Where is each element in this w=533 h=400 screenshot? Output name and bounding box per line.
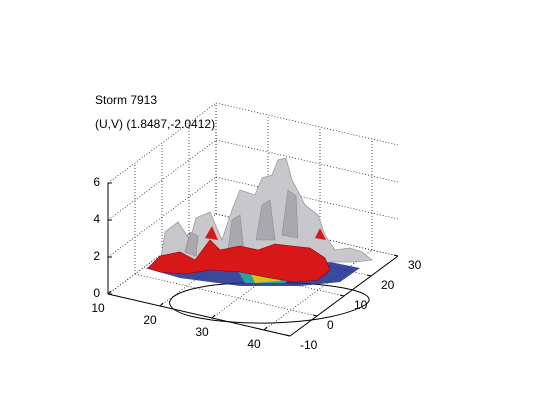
y-tick [366,274,372,277]
y-tick [285,334,291,337]
x-tick [211,314,216,319]
x-tick [159,302,164,307]
storm-isosurfaces [145,157,373,324]
y-tick-label: 20 [381,278,395,292]
z-tick-label: 4 [93,212,100,226]
x-tick-label: 30 [195,325,209,339]
y-tick [339,294,345,297]
z-tick-label: 0 [93,286,100,300]
track-ellipse [169,282,370,324]
y-tick [312,314,318,317]
grid-line [215,102,399,146]
ice-surface [184,189,299,257]
chart-subtitle: (U,V) (1.8487,-2.0412) [95,117,215,131]
x-tick [263,326,268,331]
y-tick-label: 30 [408,258,422,272]
x-tick-label: 40 [247,337,261,351]
core-surface [205,226,326,240]
grid-line [215,139,399,183]
chart-title: Storm 7913 [95,93,157,107]
core-surface [147,239,331,283]
x-axis [107,293,291,337]
y-tick-label: 0 [327,318,334,332]
y-tick-label: -10 [300,338,318,352]
y-tick-label: 10 [354,298,368,312]
x-tick-label: 10 [91,301,105,315]
grid-line [134,273,318,317]
x-tick-label: 20 [143,313,157,327]
y-tick [393,254,399,257]
grid-line [107,102,217,184]
z-tick-label: 6 [93,175,100,189]
z-tick-label: 2 [93,249,100,263]
grid-line [215,176,399,220]
